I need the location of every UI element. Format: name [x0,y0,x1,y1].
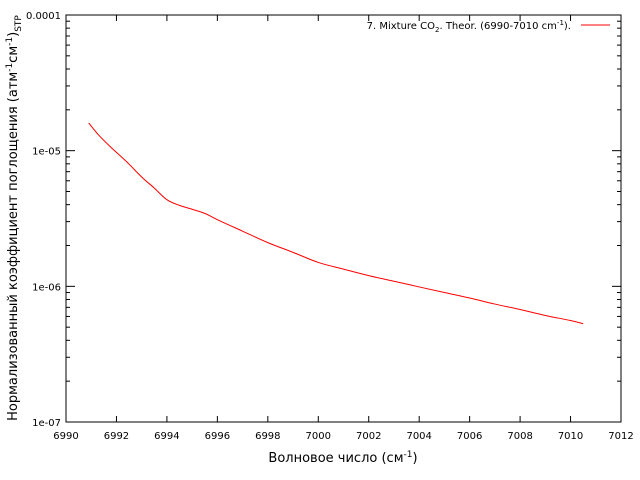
y-tick-label: 1e-07 [32,418,61,429]
series-line [88,122,584,325]
y-axis: 1e-07 1e-06 1e-05 0.0001 [26,11,621,429]
y-tick-label: 1e-05 [32,147,61,158]
x-axis: 6990 6992 6994 6996 6998 7000 7002 7004 7006 7008… [53,15,634,442]
legend: 7. Mixture CO2. Theor. (6990-7010 cm-1). [367,19,610,34]
x-axis-title: Волновое число (см-1) [268,450,417,466]
x-tick-label: 7004 [406,431,431,442]
legend-label: 7. Mixture CO2. Theor. (6990-7010 cm-1). [367,19,571,34]
x-tick-label: 7010 [558,431,583,442]
y-axis-title: Нормализованный коэффициент поглощения (… [5,15,24,421]
x-tick-label: 7008 [507,431,532,442]
x-tick-label: 6994 [154,431,179,442]
x-tick-label: 6990 [53,431,78,442]
x-tick-label: 7012 [608,431,633,442]
plot-frame [65,14,622,423]
y-tick-label: 0.0001 [26,11,61,22]
x-tick-label: 6998 [255,431,280,442]
x-tick-label: 7006 [457,431,482,442]
x-tick-label: 7000 [306,431,331,442]
x-tick-label: 6996 [205,431,230,442]
x-tick-label: 7002 [356,431,381,442]
y-tick-label: 1e-06 [32,282,61,293]
x-tick-label: 6992 [104,431,129,442]
